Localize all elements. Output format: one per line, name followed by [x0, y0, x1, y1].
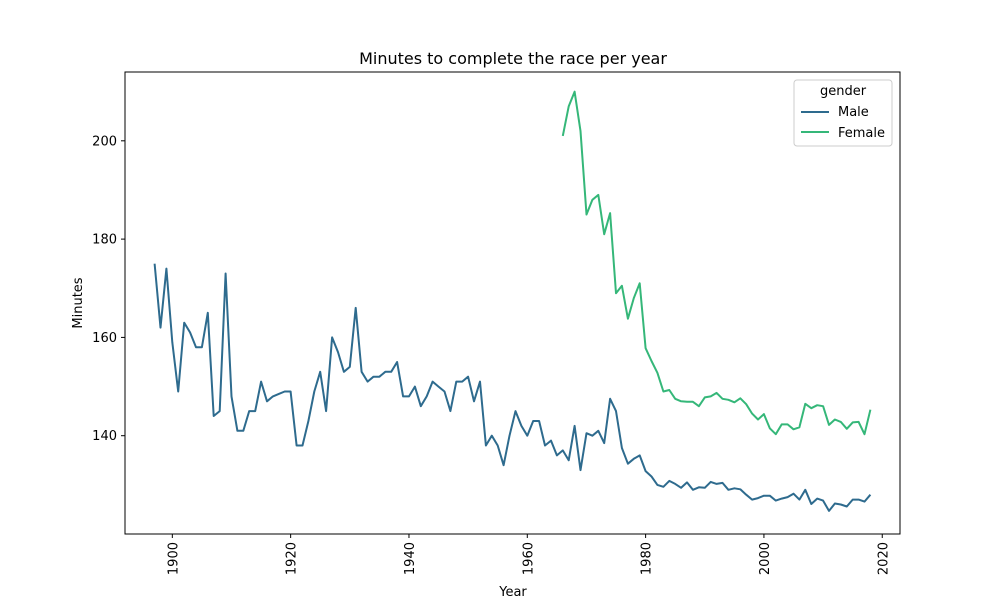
x-tick-label: 1900 — [166, 542, 181, 575]
y-tick-label: 140 — [92, 429, 117, 444]
y-tick-label: 180 — [92, 233, 117, 248]
plot-area-frame — [124, 71, 901, 535]
series-lines — [153, 90, 872, 512]
x-tick-label: 1960 — [521, 542, 536, 575]
legend: gender Male Female — [793, 79, 893, 147]
chart-title: Minutes to complete the race per year — [359, 49, 667, 68]
legend-label-female: Female — [838, 126, 885, 141]
series-line-male — [153, 263, 872, 512]
y-axis: 140 160 180 200 — [92, 134, 125, 444]
legend-title: gender — [820, 84, 867, 99]
x-tick-label: 2000 — [758, 542, 773, 575]
x-tick-label: 1980 — [640, 542, 655, 575]
x-tick-label: 1920 — [285, 542, 300, 575]
series-line-female — [561, 90, 872, 436]
x-axis-label: Year — [498, 585, 527, 600]
legend-label-male: Male — [838, 105, 869, 120]
y-tick-label: 200 — [92, 134, 117, 149]
x-axis: 1900 1920 1940 1960 1980 2000 2020 — [166, 534, 891, 575]
y-tick-label: 160 — [92, 331, 117, 346]
y-axis-label: Minutes — [71, 277, 86, 328]
legend-box — [793, 79, 893, 147]
x-tick-label: 1940 — [403, 542, 418, 575]
x-tick-label: 2020 — [876, 542, 891, 575]
